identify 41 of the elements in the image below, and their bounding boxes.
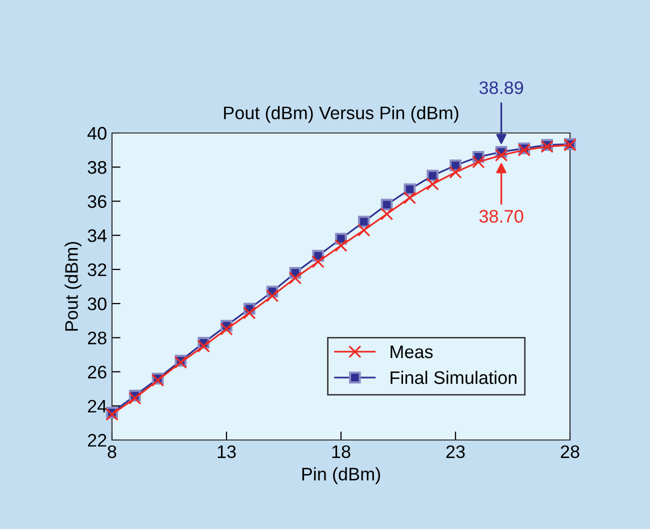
legend-label: Final Simulation — [390, 370, 516, 384]
x-tick-label: 23 — [446, 445, 465, 458]
y-tick-label: 38 — [88, 161, 106, 174]
point — [266, 289, 279, 302]
y-tick-label: 32 — [88, 263, 106, 276]
point — [380, 198, 393, 211]
legend-label: Meas — [390, 346, 433, 358]
point — [197, 340, 210, 353]
point — [426, 170, 439, 182]
x-tick-label: 8 — [108, 445, 116, 458]
x-axis-title: Pin (dBm) — [302, 467, 380, 484]
x-tick-label: 28 — [560, 445, 580, 458]
y-tick-label: 36 — [88, 195, 106, 208]
y-tick-label: 34 — [88, 229, 107, 242]
point — [449, 166, 462, 179]
y-tick-label: 26 — [88, 366, 106, 378]
y-tick-label: 22 — [88, 434, 106, 447]
point — [358, 216, 370, 228]
point — [128, 392, 142, 405]
y-axis-title: Pout (dBm) — [64, 242, 82, 331]
point — [220, 322, 233, 336]
point — [403, 191, 416, 204]
point — [380, 208, 394, 220]
y-tick-label: 40 — [87, 126, 106, 140]
y-tick-label: 24 — [88, 400, 107, 412]
x-tick-label: 13 — [218, 445, 236, 458]
y-tick-label: 30 — [88, 297, 106, 310]
point — [494, 148, 508, 162]
point — [426, 178, 439, 191]
point — [472, 156, 485, 168]
y-tick-label: 28 — [88, 332, 106, 344]
point — [334, 239, 348, 252]
point — [243, 306, 256, 320]
annotation: 38.89 — [479, 81, 524, 94]
point — [358, 224, 370, 237]
x-tick-label: 18 — [332, 445, 350, 458]
point — [288, 272, 302, 284]
point — [540, 140, 554, 154]
chart-title: Pout (dBm) Versus Pin (dBm) — [224, 106, 458, 123]
annotation: 38.70 — [479, 210, 524, 223]
point — [312, 255, 324, 268]
